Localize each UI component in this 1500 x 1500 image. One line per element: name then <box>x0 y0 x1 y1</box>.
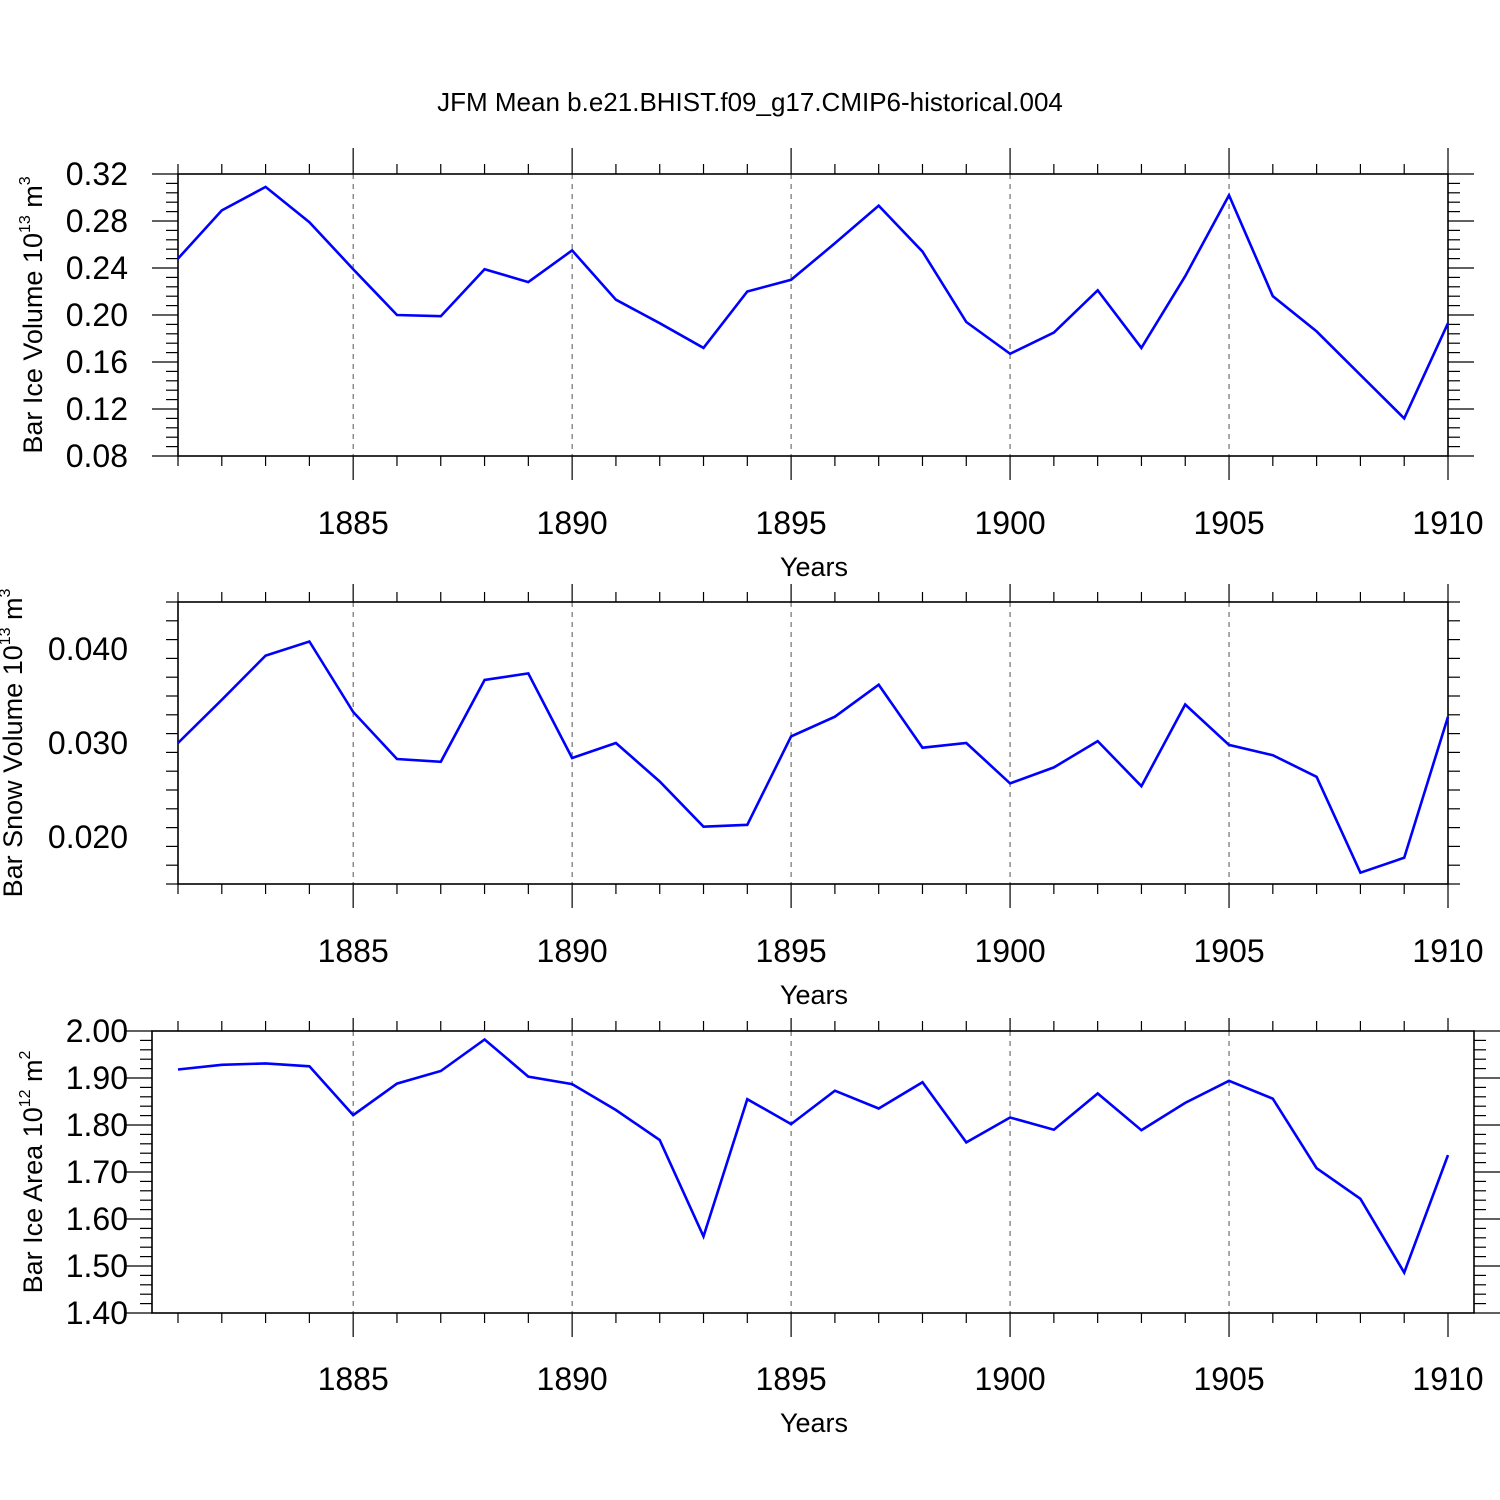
y-tick-label: 0.12 <box>66 391 128 427</box>
y-tick-label: 0.030 <box>48 725 128 761</box>
x-tick-label: 1900 <box>974 1361 1045 1397</box>
y-tick-label: 0.040 <box>48 631 128 667</box>
panel-1: 1885 1890 1895 1900 1905 1910 0.08 0.12 0.16 0.20… <box>17 148 1484 582</box>
series-line <box>177 185 1450 421</box>
x-tick-label: 1890 <box>537 1361 608 1397</box>
x-tick-label: 1910 <box>1412 933 1483 969</box>
x-tick-label: 1900 <box>974 933 1045 969</box>
x-axis-label: Years <box>780 552 848 582</box>
y-axis-label: Bar Ice Volume 1013 m3 <box>17 176 48 453</box>
y-tick-label: 1.80 <box>66 1107 128 1143</box>
x-tick-label: 1900 <box>974 505 1045 541</box>
panel-2: 1885 1890 1895 1900 1905 1910 0.020 0.030 0.040 Y… <box>0 584 1484 1010</box>
y-axis-label: Bar Snow Volume 1013 m3 <box>0 588 28 897</box>
y-tick-label: 0.16 <box>66 344 128 380</box>
y-tick-label: 2.00 <box>66 1013 128 1049</box>
x-tick-label: 1905 <box>1193 1361 1264 1397</box>
y-tick-label: 0.24 <box>66 250 128 286</box>
series-line <box>177 1037 1450 1276</box>
x-axis-label: Years <box>780 980 848 1010</box>
x-tick-label: 1910 <box>1412 1361 1483 1397</box>
y-axis-label: Bar Ice Area 1012 m2 <box>17 1050 48 1293</box>
y-tick-label: 1.90 <box>66 1060 128 1096</box>
x-tick-label: 1885 <box>318 505 389 541</box>
figure-title: JFM Mean b.e21.BHIST.f09_g17.CMIP6-histo… <box>437 87 1063 117</box>
x-axis-label: Years <box>780 1408 848 1438</box>
y-tick-label: 1.60 <box>66 1201 128 1237</box>
x-tick-label: 1890 <box>537 933 608 969</box>
panels: 1885 1890 1895 1900 1905 1910 0.08 0.12 0.16 0.20… <box>0 148 1500 1438</box>
y-tick-label: 0.08 <box>66 438 128 474</box>
y-tick-label: 0.020 <box>48 819 128 855</box>
x-tick-label: 1905 <box>1193 933 1264 969</box>
x-tick-label: 1905 <box>1193 505 1264 541</box>
y-tick-label: 0.20 <box>66 297 128 333</box>
y-tick-label: 1.70 <box>66 1154 128 1190</box>
x-tick-label: 1885 <box>318 1361 389 1397</box>
x-tick-label: 1885 <box>318 933 389 969</box>
series-line <box>177 639 1450 875</box>
x-tick-label: 1895 <box>756 505 827 541</box>
y-tick-label: 1.40 <box>66 1295 128 1331</box>
y-tick-label: 0.28 <box>66 203 128 239</box>
x-tick-label: 1890 <box>537 505 608 541</box>
x-tick-label: 1895 <box>756 933 827 969</box>
x-tick-label: 1910 <box>1412 505 1483 541</box>
x-tick-label: 1895 <box>756 1361 827 1397</box>
y-tick-label: 1.50 <box>66 1248 128 1284</box>
panel-3: 1885 1890 1895 1900 1905 1910 1.40 1.50 1.60 1.70… <box>17 1013 1500 1438</box>
y-tick-label: 0.32 <box>66 156 128 192</box>
